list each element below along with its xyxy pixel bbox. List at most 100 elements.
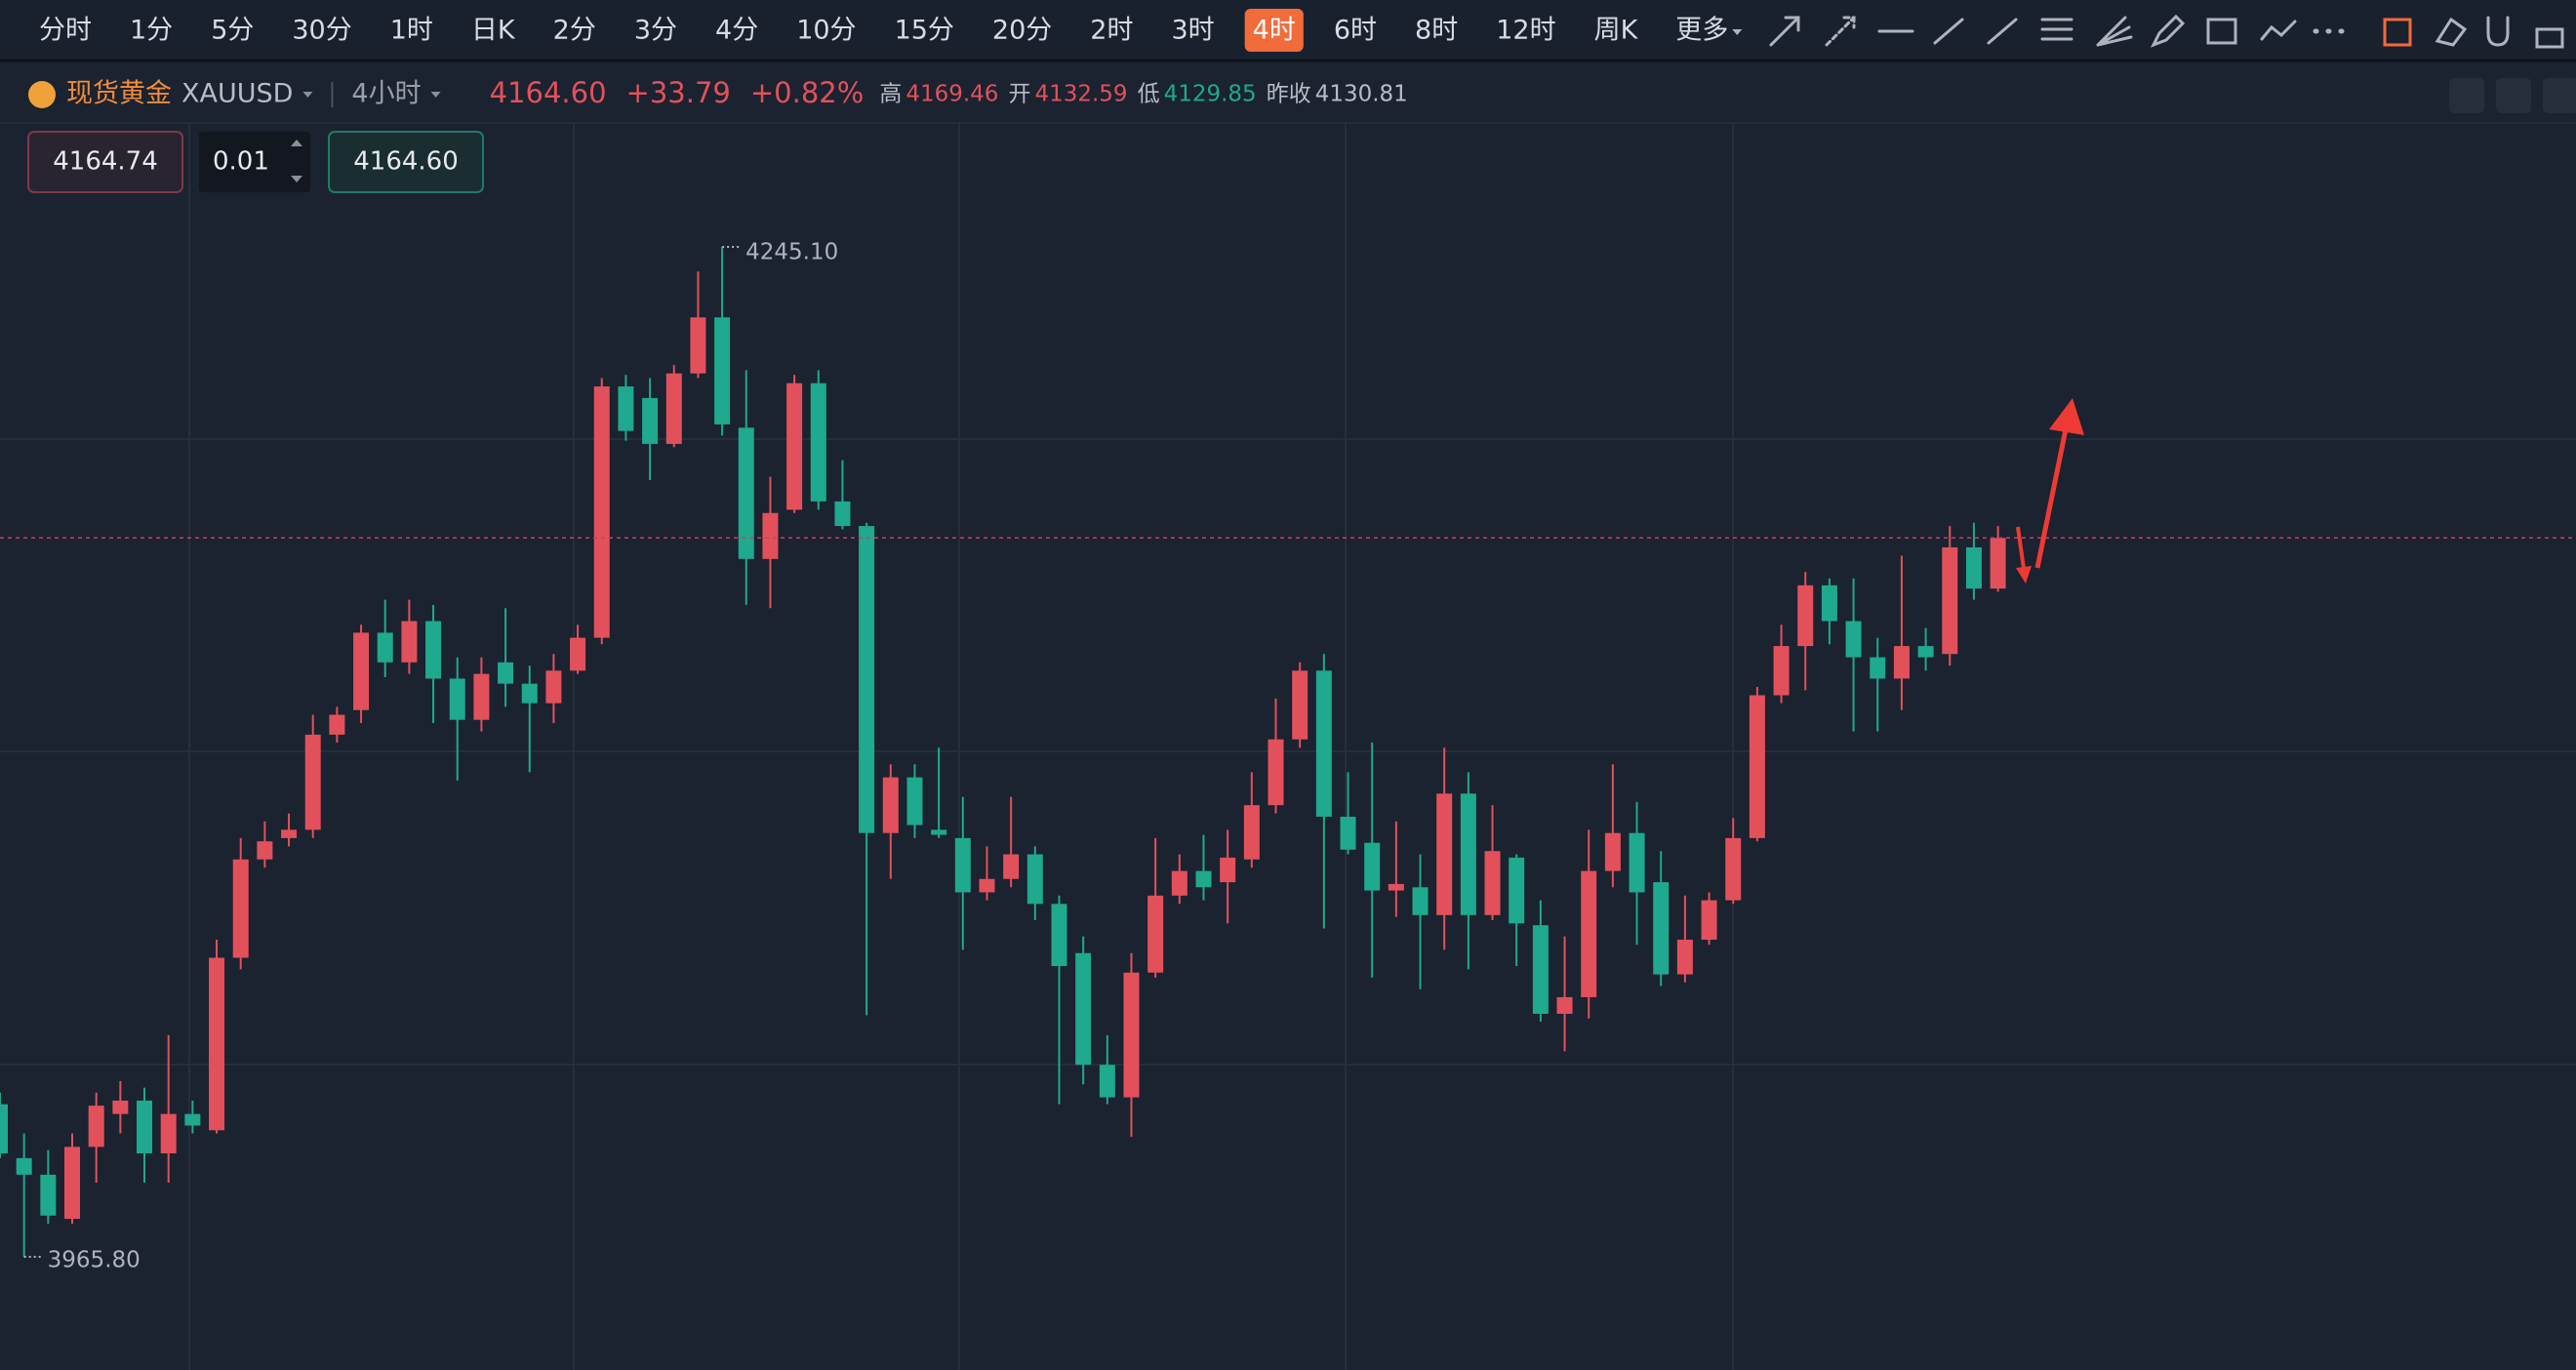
candle-body <box>1797 584 1814 647</box>
interval-select: 4小时 <box>351 79 421 109</box>
candles <box>0 247 2006 1257</box>
candle-body <box>1701 900 1717 941</box>
candle-body <box>1147 895 1164 973</box>
candle-body <box>1243 805 1260 860</box>
candle-body <box>1870 657 1886 679</box>
candle-body <box>64 1147 81 1220</box>
interval-button[interactable]: 4时 <box>1253 16 1296 46</box>
candle-body <box>1003 854 1020 879</box>
interval-button[interactable]: 1时 <box>390 16 433 46</box>
candle-body <box>859 526 875 833</box>
buy-price: 4164.60 <box>353 147 459 177</box>
lots-box[interactable] <box>199 132 310 192</box>
grid <box>0 123 2576 1370</box>
candle-body <box>1821 584 1837 622</box>
candle-body <box>1773 646 1790 696</box>
candle-body <box>1436 793 1453 915</box>
tool-line[interactable] <box>1987 18 2018 45</box>
sell-price: 4164.74 <box>53 147 158 177</box>
interval-button[interactable]: 12时 <box>1496 16 1555 46</box>
candle-body <box>738 427 754 559</box>
candle-body <box>473 673 490 720</box>
candle-body <box>401 621 418 663</box>
candle-body <box>834 501 851 527</box>
symbol-name: 现货黄金 <box>66 79 172 109</box>
interval-button[interactable]: 6时 <box>1334 16 1377 46</box>
candle-body <box>954 837 971 893</box>
tool-arrow[interactable] <box>1769 16 1800 47</box>
interval-button[interactable]: 8时 <box>1415 16 1458 46</box>
tool-image[interactable] <box>2206 18 2237 45</box>
candle-body <box>786 383 803 510</box>
candle-body <box>1845 621 1862 658</box>
tool-fib[interactable] <box>2040 18 2073 41</box>
interval-button[interactable]: 周K <box>1594 16 1639 46</box>
dropdown-caret <box>430 92 441 98</box>
tool-fan[interactable] <box>2096 16 2133 47</box>
candle-body <box>0 1104 8 1154</box>
buy-box[interactable] <box>328 131 484 193</box>
interval-button[interactable]: 20分 <box>992 16 1052 46</box>
candle-body <box>1051 904 1067 967</box>
candle-body <box>1460 793 1476 915</box>
candle-body <box>1268 739 1284 806</box>
draw-button[interactable] <box>2496 78 2531 113</box>
prev-close-label: 昨收 <box>1267 82 1311 107</box>
tool-edit[interactable] <box>2383 18 2412 47</box>
candle-body <box>1581 870 1597 997</box>
candle-body <box>1123 972 1140 1098</box>
candle-body <box>377 632 393 663</box>
interval-button[interactable]: 4分 <box>715 16 758 46</box>
low-label: 低 <box>1138 82 1160 107</box>
open-value: 4132.59 <box>1034 82 1127 107</box>
candle-body <box>618 386 634 431</box>
candle-body <box>906 777 923 826</box>
interval-active-bg <box>1244 9 1304 52</box>
lots: 0.01 <box>213 147 269 177</box>
candle-body <box>1965 546 1982 589</box>
interval-button[interactable]: 2时 <box>1090 16 1133 46</box>
interval-button[interactable]: 3分 <box>634 16 677 46</box>
tool-ray[interactable] <box>1825 16 1856 47</box>
interval-button[interactable]: 3时 <box>1171 16 1214 46</box>
candle-body <box>810 383 826 502</box>
candle-body <box>1220 857 1236 883</box>
interval-button[interactable]: 日K <box>471 16 516 46</box>
candle-body <box>1195 870 1212 888</box>
candle-body <box>40 1174 57 1216</box>
high-label: 高 <box>879 82 902 107</box>
indicator-button[interactable] <box>2449 78 2484 113</box>
last-price: 4164.60 <box>490 76 607 109</box>
max-label: 4245.10 <box>745 240 838 265</box>
candle-body <box>1026 854 1043 905</box>
candle-body <box>1412 887 1429 915</box>
candle-body <box>209 957 225 1131</box>
tool-pen[interactable] <box>2150 14 2186 48</box>
interval-button[interactable]: 1分 <box>130 16 173 46</box>
candle-body <box>593 386 610 638</box>
interval-button[interactable]: 10分 <box>796 16 856 46</box>
candle-body <box>1917 646 1934 658</box>
layout-button[interactable] <box>2543 78 2576 113</box>
open-label: 开 <box>1008 82 1030 107</box>
interval-button[interactable]: 2分 <box>553 16 596 46</box>
candle-body <box>1315 670 1332 818</box>
candle-body <box>1942 546 1958 655</box>
order-panel: 4164.74 0.01 4164.60 <box>27 131 484 193</box>
tool-segment[interactable] <box>1933 18 1964 45</box>
interval-button[interactable]: 5分 <box>211 16 254 46</box>
candle-body <box>1292 670 1308 740</box>
interval-button[interactable]: 分时 <box>39 16 92 46</box>
tool-eraser[interactable] <box>2435 17 2468 47</box>
sell-box[interactable] <box>27 131 183 193</box>
tool-lock[interactable] <box>2535 27 2564 49</box>
interval-button[interactable]: 30分 <box>292 16 351 46</box>
interval-button[interactable]: 15分 <box>895 16 954 46</box>
tool-magnet[interactable] <box>2486 16 2510 47</box>
interval-button[interactable]: 更多 <box>1675 16 1728 46</box>
tool-wave[interactable] <box>2260 20 2297 41</box>
candle-body <box>1171 870 1187 896</box>
candle-body <box>329 714 345 735</box>
candle-body <box>979 878 995 893</box>
